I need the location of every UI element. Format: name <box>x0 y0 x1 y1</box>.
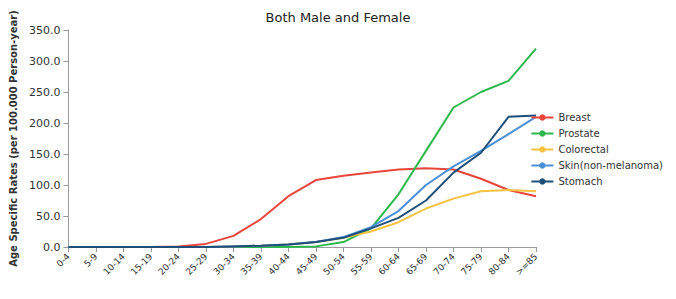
svg-text:25-29: 25-29 <box>184 251 210 277</box>
svg-text:30-34: 30-34 <box>211 251 237 277</box>
svg-text:200.0: 200.0 <box>29 117 61 130</box>
svg-text:20-24: 20-24 <box>156 251 182 277</box>
svg-text:70-74: 70-74 <box>431 251 457 277</box>
svg-text:65-69: 65-69 <box>404 251 430 277</box>
svg-text:0.0: 0.0 <box>43 241 61 254</box>
svg-text:Skin(non-melanoma): Skin(non-melanoma) <box>558 160 663 171</box>
svg-text:Breast: Breast <box>558 112 590 123</box>
svg-text:Colorectal: Colorectal <box>558 144 608 155</box>
svg-text:300.0: 300.0 <box>29 55 61 68</box>
svg-text:5-9: 5-9 <box>82 251 100 269</box>
svg-text:45-49: 45-49 <box>294 251 320 277</box>
svg-text:150.0: 150.0 <box>29 148 61 161</box>
svg-text:Stomach: Stomach <box>558 176 602 187</box>
svg-text:100.0: 100.0 <box>29 179 61 192</box>
svg-text:350.0: 350.0 <box>29 24 61 37</box>
svg-text:60-64: 60-64 <box>376 251 402 277</box>
svg-text:50.0: 50.0 <box>36 210 61 223</box>
svg-text:55-59: 55-59 <box>349 251 375 277</box>
svg-text:Age Specific Rates (per 100.00: Age Specific Rates (per 100.000 Person-y… <box>8 10 19 267</box>
svg-text:15-19: 15-19 <box>129 251 155 277</box>
svg-text:80-84: 80-84 <box>486 251 512 277</box>
svg-text:>=85: >=85 <box>514 251 540 277</box>
svg-text:Prostate: Prostate <box>558 128 599 139</box>
svg-text:35-39: 35-39 <box>239 251 265 277</box>
svg-text:50-54: 50-54 <box>321 251 347 277</box>
svg-text:40-44: 40-44 <box>266 251 292 277</box>
svg-text:75-79: 75-79 <box>459 251 485 277</box>
svg-text:10-14: 10-14 <box>101 251 127 277</box>
svg-text:0-4: 0-4 <box>54 251 72 269</box>
svg-text:250.0: 250.0 <box>29 86 61 99</box>
svg-text:Both Male and Female: Both Male and Female <box>266 10 411 25</box>
